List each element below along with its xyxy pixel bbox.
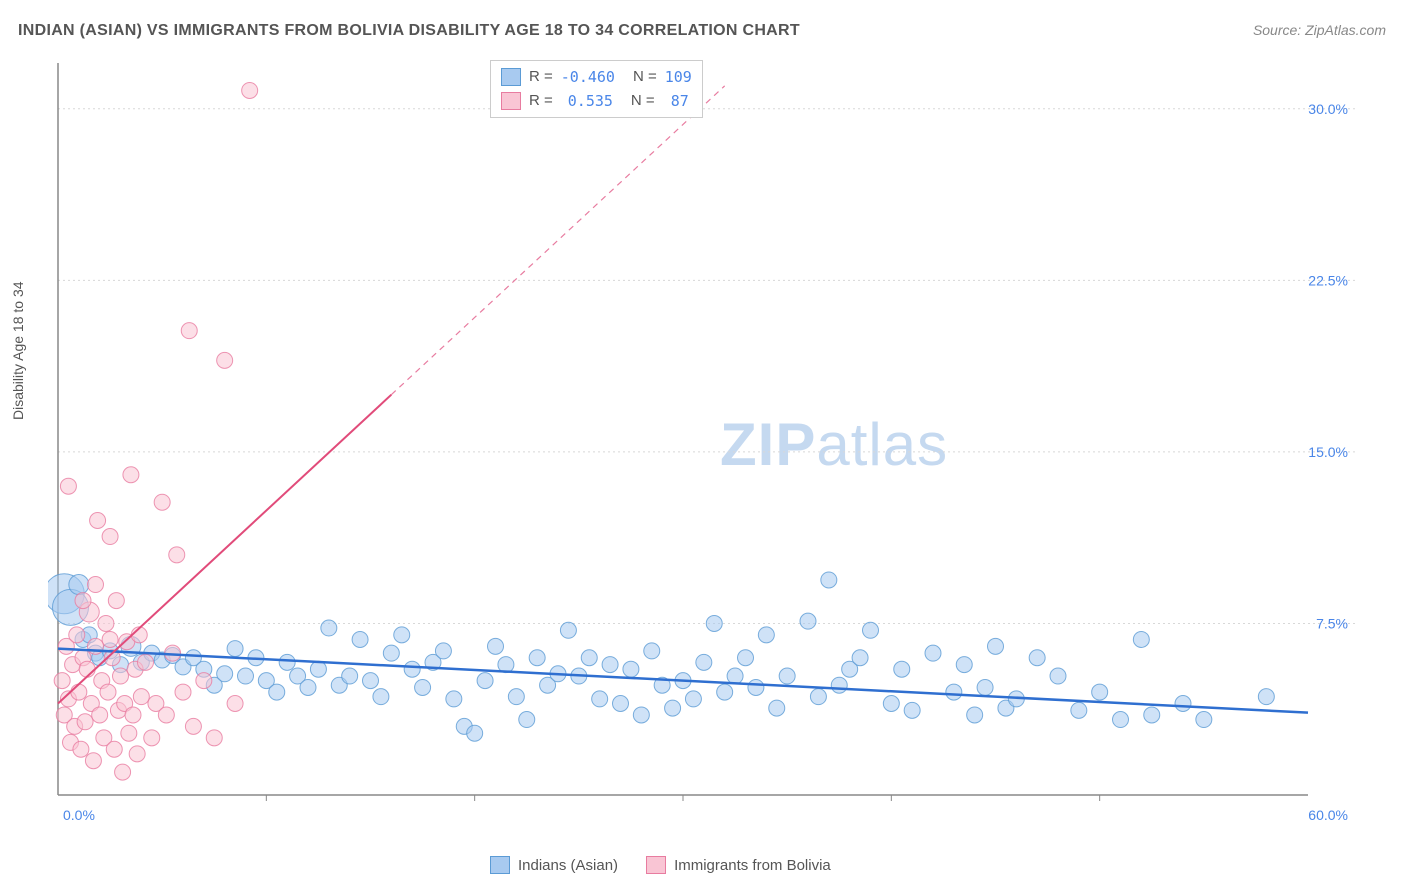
stat-n-label: N = xyxy=(631,89,655,113)
legend: Indians (Asian) Immigrants from Bolivia xyxy=(490,856,831,874)
stat-r-value-pink: 0.535 xyxy=(568,89,613,113)
legend-item-blue: Indians (Asian) xyxy=(490,856,618,874)
svg-text:60.0%: 60.0% xyxy=(1308,807,1348,823)
legend-item-pink: Immigrants from Bolivia xyxy=(646,856,831,874)
chart-title: INDIAN (ASIAN) VS IMMIGRANTS FROM BOLIVI… xyxy=(18,22,800,40)
stat-r-label: R = xyxy=(529,89,553,113)
legend-label-pink: Immigrants from Bolivia xyxy=(674,857,831,874)
legend-swatch-blue xyxy=(490,856,510,874)
stats-row-pink: R = 0.535 N = 87 xyxy=(501,89,692,113)
swatch-pink xyxy=(501,92,521,110)
correlation-stats-box: R = -0.460 N = 109 R = 0.535 N = 87 xyxy=(490,60,703,118)
stat-n-label: N = xyxy=(633,65,657,89)
svg-text:7.5%: 7.5% xyxy=(1316,615,1348,631)
stat-r-value-blue: -0.460 xyxy=(561,65,615,89)
swatch-blue xyxy=(501,68,521,86)
stat-n-value-pink: 87 xyxy=(671,89,689,113)
legend-label-blue: Indians (Asian) xyxy=(518,857,618,874)
scatter-chart: 7.5% 15.0% 22.5% 30.0% 0.0% 60.0% xyxy=(48,55,1358,825)
y-axis-label: Disability Age 18 to 34 xyxy=(10,281,26,420)
svg-text:0.0%: 0.0% xyxy=(63,807,95,823)
svg-text:15.0%: 15.0% xyxy=(1308,444,1348,460)
svg-text:22.5%: 22.5% xyxy=(1308,272,1348,288)
stats-row-blue: R = -0.460 N = 109 xyxy=(501,65,692,89)
svg-text:30.0%: 30.0% xyxy=(1308,101,1348,117)
legend-swatch-pink xyxy=(646,856,666,874)
stat-n-value-blue: 109 xyxy=(665,65,692,89)
stat-r-label: R = xyxy=(529,65,553,89)
source-attribution: Source: ZipAtlas.com xyxy=(1253,22,1386,38)
